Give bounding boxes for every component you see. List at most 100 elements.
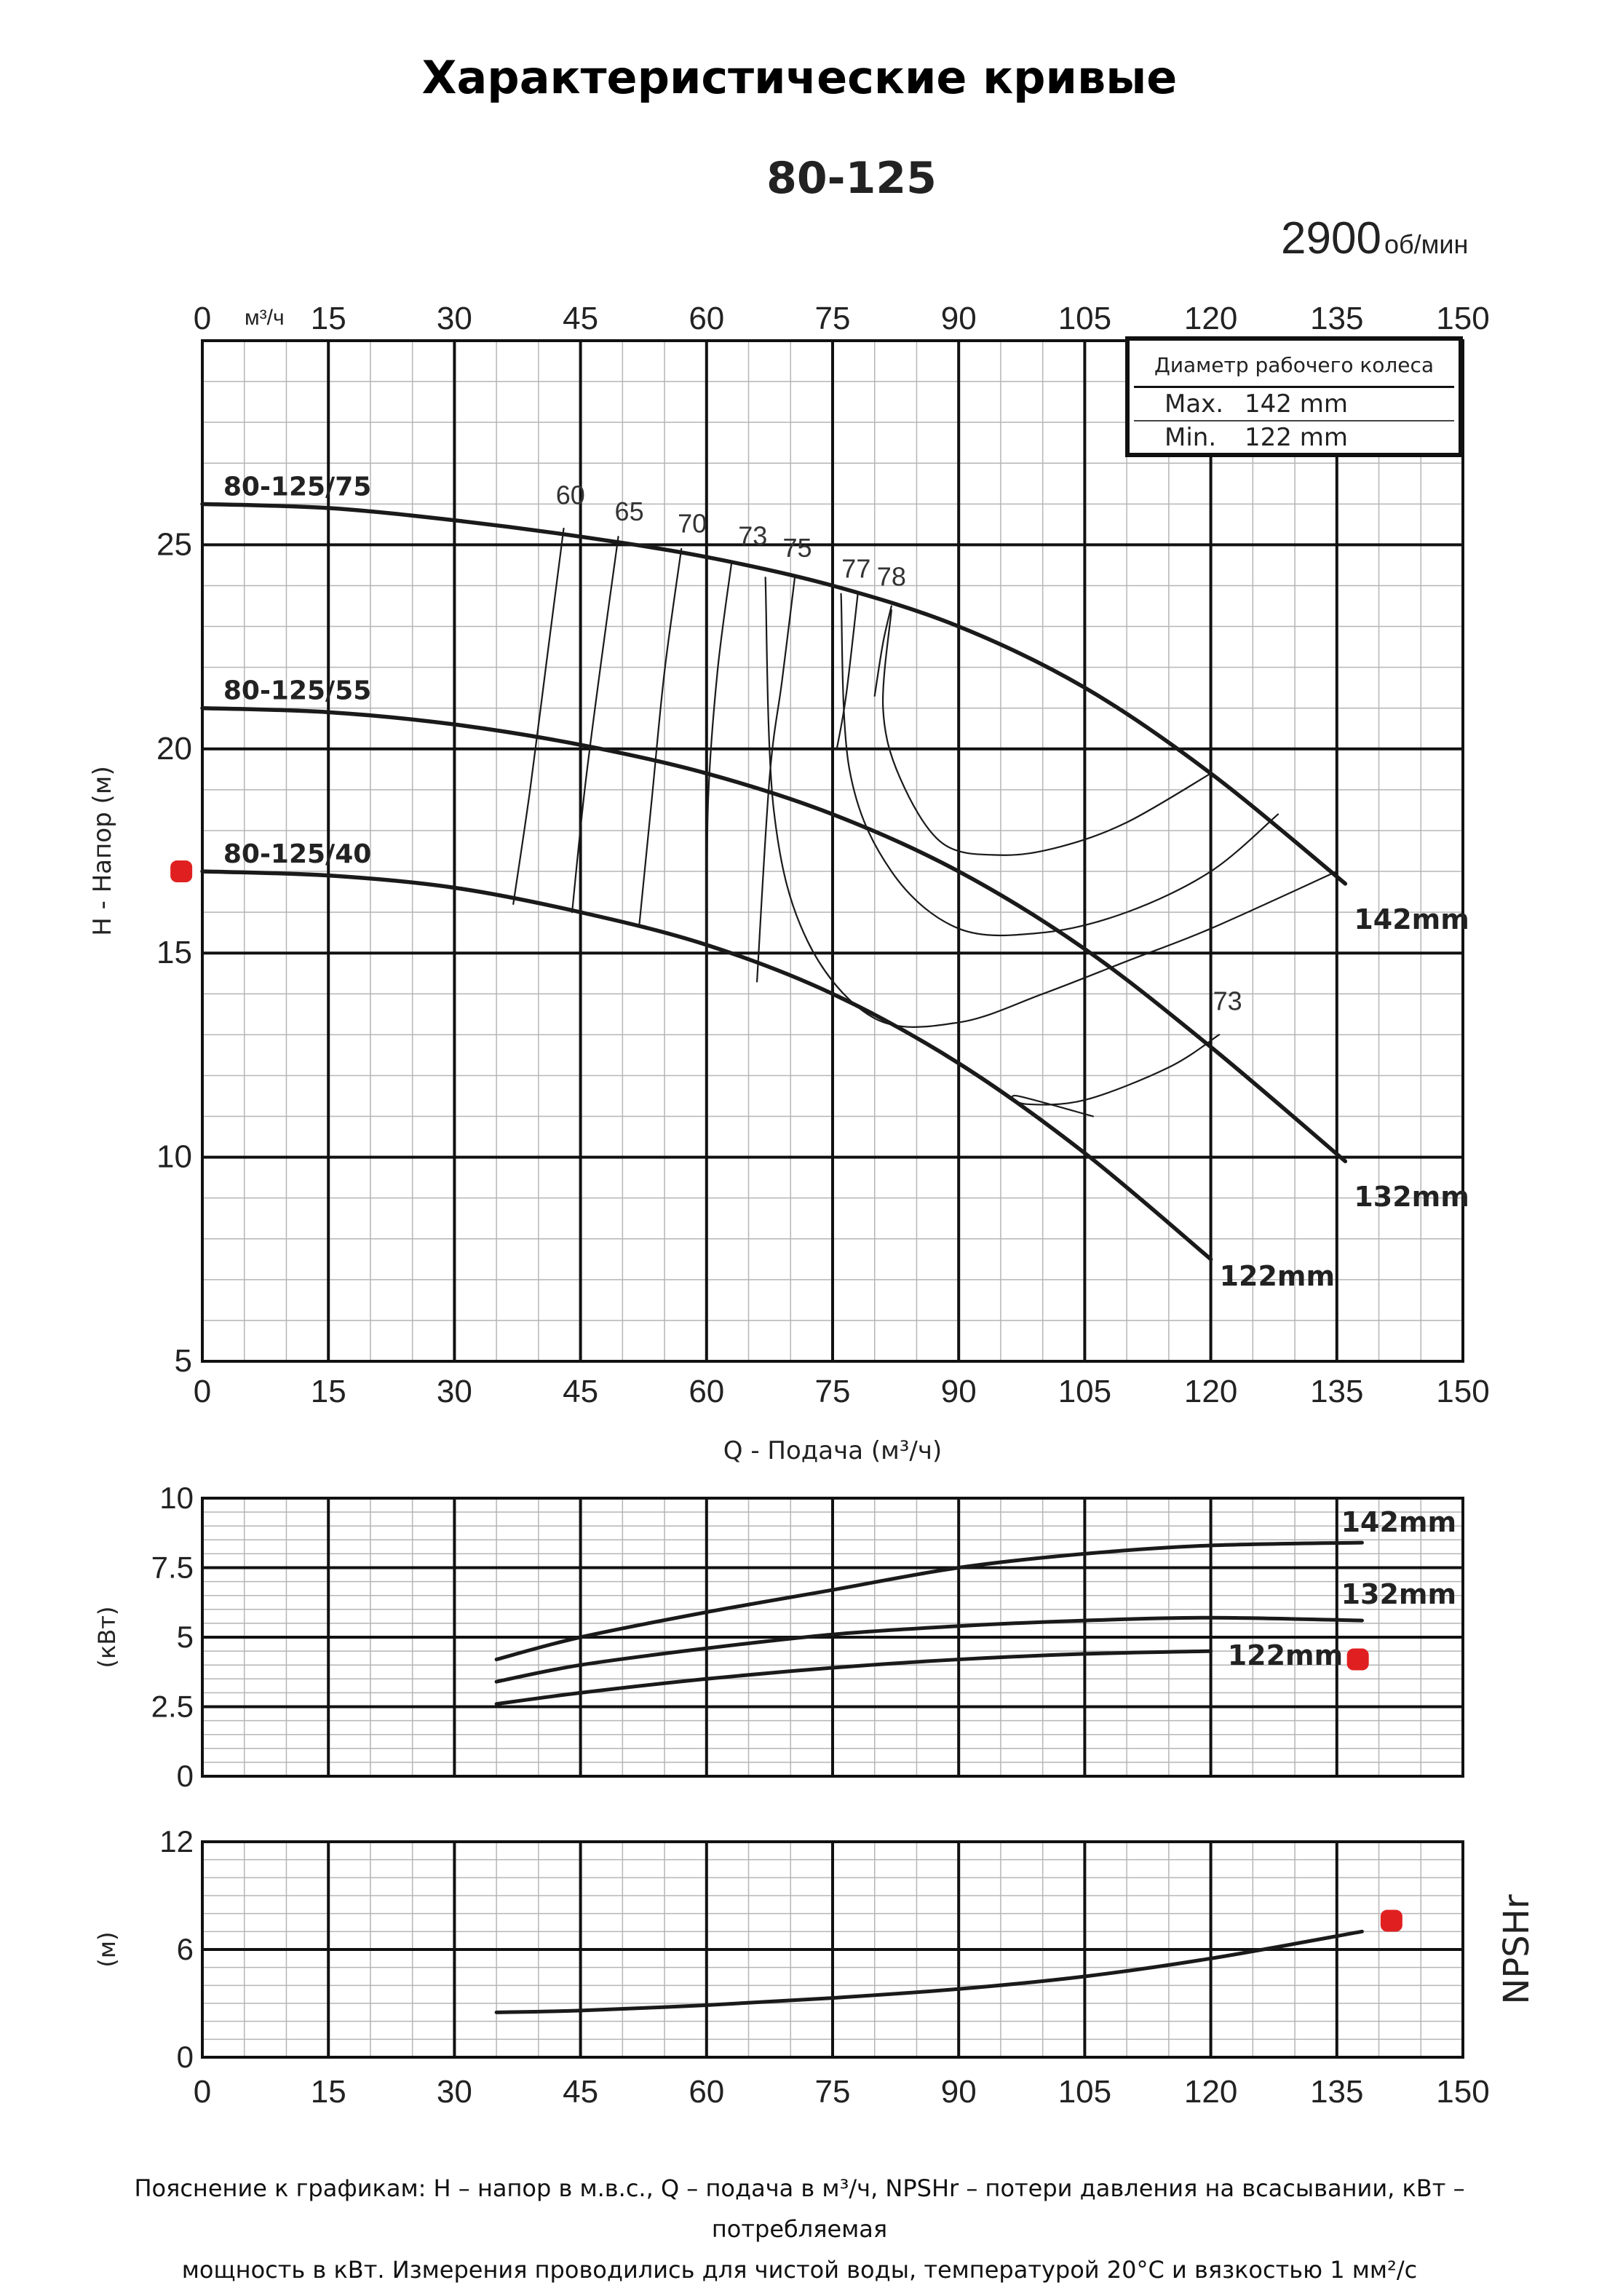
efficiency-label: 73 [738, 520, 767, 550]
curve-label-132mm: 132mm [1354, 1181, 1469, 1213]
speed-unit: об/мин [1384, 229, 1469, 259]
y-tick-label: 2.5 [151, 1690, 194, 1724]
x-tick-label-bottom: 150 [1436, 1374, 1489, 1409]
efficiency-curve [764, 577, 1338, 1028]
x-tick-label-bottom: 105 [1058, 2074, 1111, 2110]
efficiency-line [571, 536, 619, 914]
efficiency-curve [881, 609, 1212, 856]
efficiency-label: 65 [615, 496, 644, 526]
legend-max-key: Max. [1164, 389, 1224, 419]
efficiency-line [705, 560, 733, 950]
x-tick-label-top: 45 [563, 301, 598, 336]
curve-label-122mm: 122mm [1228, 1639, 1344, 1671]
curve-label-142mm: 142mm [1354, 903, 1469, 935]
marker-dot [170, 860, 193, 883]
x-tick-label-bottom: 30 [437, 1374, 472, 1409]
y-tick-label: 6 [177, 1932, 194, 1966]
chart-title: 80-125 [766, 153, 937, 204]
y-tick-label: 15 [156, 935, 192, 970]
efficiency-curve [840, 593, 1279, 937]
x-tick-label-bottom: 120 [1184, 2074, 1237, 2110]
npsh-grid [201, 1840, 1464, 2059]
curve-label-142mm: 142mm [1341, 1506, 1457, 1538]
x-tick-label-top: 0 [194, 301, 211, 336]
legend-min-value: 122 mm [1245, 423, 1348, 452]
x-tick-label-bottom: 150 [1436, 2074, 1489, 2110]
y-tick-label: 25 [156, 526, 192, 562]
x-tick-label-bottom: 45 [563, 2074, 598, 2110]
x-tick-label-bottom: 30 [437, 2074, 472, 2110]
power-curve-132mm [494, 1615, 1364, 1684]
x-tick-label-bottom: 135 [1310, 2074, 1363, 2110]
x-tick-label-bottom: 75 [815, 1374, 851, 1409]
y-tick-label: 5 [177, 1620, 194, 1654]
y-axis-label: (кВт) [93, 1607, 121, 1668]
plot-frame [201, 1497, 1464, 1778]
efficiency-label: 75 [782, 533, 812, 563]
x-tick-label-bottom: 60 [689, 2074, 724, 2110]
x-tick-label-bottom: 0 [194, 2074, 211, 2110]
x-tick-label-top: 150 [1436, 301, 1489, 336]
power-grid [201, 1497, 1464, 1778]
marker-dot [1380, 1909, 1402, 1932]
curve-label-122mm: 122mm [1220, 1260, 1336, 1292]
legend-header: Диаметр рабочего колеса [1134, 345, 1454, 388]
model-label: 80-125/75 [223, 472, 371, 502]
x-tick-label-top: 15 [311, 301, 346, 336]
y-tick-label: 12 [159, 1824, 194, 1858]
x-tick-label-bottom: 45 [563, 1374, 598, 1409]
npshr-label: NPSHr [1496, 1894, 1537, 2004]
efficiency-label: 77 [841, 553, 870, 583]
x-tick-label-bottom: 105 [1058, 1374, 1111, 1409]
y-tick-label: 10 [156, 1139, 192, 1175]
x-tick-label-bottom: 75 [815, 2074, 851, 2110]
x-tick-label-bottom: 90 [941, 2074, 977, 2110]
efficiency-label: 70 [678, 509, 707, 539]
efficiency-line [755, 577, 796, 983]
page-title: Характеристические кривые [421, 51, 1178, 104]
plot-frame [201, 339, 1464, 1363]
x-tick-label-bottom: 0 [194, 1374, 211, 1409]
x-tick-label-top: 60 [689, 301, 724, 336]
y-axis-label: H - Напор (м) [88, 766, 117, 935]
x-tick-label-bottom: 120 [1184, 1374, 1237, 1409]
legend-min-key: Min. [1164, 423, 1217, 452]
x-tick-label-top: 75 [815, 301, 851, 336]
efficiency-line [836, 593, 859, 750]
x-tick-label-top: 135 [1310, 301, 1363, 336]
impeller-diameter-legend: Диаметр рабочего колеса Max. 142 mm Min. 1… [1125, 336, 1463, 457]
x-tick-label-bottom: 135 [1310, 1374, 1363, 1409]
plot-frame [201, 1840, 1464, 2059]
footnote-line-2: мощность в кВт. Измерения проводились дл… [181, 2256, 1418, 2284]
x-tick-label-bottom: 15 [311, 2074, 346, 2110]
npsh-curve [494, 1929, 1364, 2014]
legend-max-value: 142 mm [1245, 389, 1348, 419]
marker-dot [1346, 1648, 1369, 1671]
efficiency-line [638, 547, 683, 926]
efficiency-label: 73 [1213, 986, 1242, 1016]
legend-row-max: Max. 142 mm [1134, 388, 1454, 421]
x-unit-label: м³/ч [245, 306, 285, 330]
efficiency-label: 60 [556, 480, 585, 510]
head-chart: 5 10 15 20 25 0 0 15 15 30 30 45 45 60 60 75 75 90 90 105 10… [88, 301, 1490, 1465]
model-label: 80-125/40 [223, 839, 371, 869]
y-tick-label: 10 [159, 1481, 194, 1515]
legend-row-min: Min. 122 mm [1134, 421, 1454, 454]
power-curve-142mm [494, 1540, 1364, 1662]
power-chart: 0 2.5 5 7.5 10 (кВт) 142mm 132mm 122mm [93, 1481, 1464, 1793]
y-tick-label: 0 [177, 1759, 194, 1793]
rotation-speed: 2900 об/мин [1281, 213, 1468, 264]
y-tick-label: 20 [156, 731, 192, 767]
efficiency-line [873, 605, 892, 697]
x-tick-label-bottom: 90 [941, 1374, 977, 1409]
x-tick-label-top: 30 [437, 301, 472, 336]
model-label: 80-125/55 [223, 676, 371, 706]
y-axis-label: (м) [93, 1931, 121, 1967]
power-curve-122mm [494, 1649, 1213, 1706]
x-tick-label-bottom: 60 [689, 1374, 724, 1409]
head-curve-122mm [200, 869, 1213, 1262]
footnote: Пояснение к графикам: H – напор в м.в.с.… [44, 2168, 1555, 2290]
head-curve-142mm [200, 502, 1348, 886]
y-tick-label: 5 [175, 1343, 192, 1379]
